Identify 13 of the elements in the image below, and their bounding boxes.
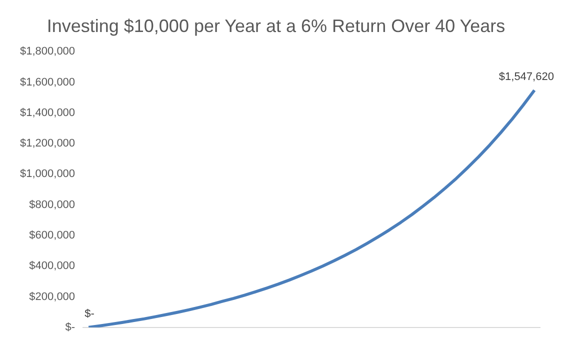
y-tick-label: $800,000 [29,198,76,211]
y-tick-label: $1,000,000 [20,168,76,180]
y-tick-label: $400,000 [29,260,76,272]
y-tick-label: $1,200,000 [20,138,76,150]
y-tick-label: $200,000 [29,290,76,303]
y-tick-label: $- [65,321,76,334]
y-tick-label: $1,800,000 [20,46,76,58]
chart-title: Investing $10,000 per Year at a 6% Return Over 40 Years [46,16,506,36]
y-tick-label: $1,400,000 [20,106,76,119]
y-tick-label: $600,000 [29,230,76,242]
y-tick-label: $1,600,000 [20,76,76,88]
data-label: $1,547,620 [498,70,554,83]
data-label: $- [84,308,95,320]
